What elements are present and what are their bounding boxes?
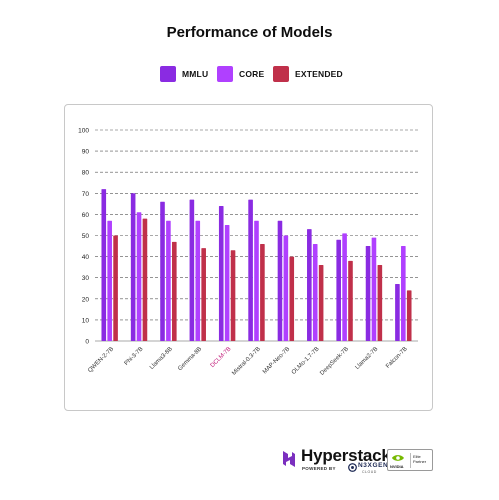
bar-mmlu-llama3-8b (160, 201, 165, 341)
bar-mmlu-qwen-2-7b (101, 189, 107, 341)
nexgen-logo-icon (348, 463, 357, 472)
y-tick-label-90: 90 (82, 149, 90, 156)
hyperstack-logo-icon (283, 451, 295, 467)
bar-extended-dclm-7b (230, 250, 236, 341)
y-tick-label-70: 70 (82, 191, 90, 198)
partner-company-sub: CLOUD (362, 470, 377, 474)
bar-mmlu-olmo-1.7-7b (307, 229, 312, 341)
x-tick-label-qwen-2-7b: QWEN-2-7B (87, 346, 115, 374)
bar-extended-falcon-7b (406, 290, 412, 341)
partner-badge-text: Elite Partner (413, 454, 426, 464)
nvidia-partner-badge: NVIDIA Elite Partner (387, 449, 433, 471)
x-tick-label-llama3-8b: Llama3-8B (149, 346, 174, 371)
bar-mmlu-deepseek-7b (336, 239, 341, 341)
y-tick-label-10: 10 (82, 317, 90, 324)
x-tick-label-deepseek-7b: DeepSeek-7B (319, 346, 350, 377)
bar-core-llama2-7b (371, 237, 377, 341)
chart-legend: MMLU CORE EXTENDED (0, 66, 499, 82)
legend-swatch-extended (273, 66, 289, 82)
bar-core-llama3-8b (166, 220, 171, 341)
bar-mmlu-map-neo-7b (277, 220, 283, 341)
bar-core-qwen-2-7b (107, 220, 112, 341)
bar-mmlu-falcon-7b (395, 284, 400, 341)
chart-frame: 0 10 20 30 40 50 60 70 80 90 100 QWEN-2-7B Phi-3-7B L… (64, 104, 433, 411)
legend-item-extended: EXTENDED (273, 66, 343, 82)
partner-badge-line-1: Elite (413, 454, 421, 459)
bar-extended-llama2-7b (377, 265, 383, 341)
bar-core-mistral-0.3-7b (254, 220, 259, 341)
bar-core-gemma-8b (195, 220, 201, 341)
y-tick-label-0: 0 (85, 339, 89, 346)
legend-label-extended: EXTENDED (295, 69, 343, 79)
bar-extended-mistral-0.3-7b (260, 243, 265, 341)
chart-title: Performance of Models (166, 24, 333, 41)
bar-mmlu-mistral-0.3-7b (248, 199, 253, 341)
bar-core-olmo-1.7-7b (312, 243, 318, 341)
bar-mmlu-phi-3-7b (130, 193, 136, 341)
bar-core-phi-3-7b (136, 212, 142, 341)
x-tick-label-map-neo-7b: MAP-Neo-7B (262, 346, 291, 375)
bar-mmlu-gemma-8b (189, 199, 195, 341)
x-tick-label-gemma-8b: Gemma-8B (177, 346, 203, 372)
bar-extended-qwen-2-7b (113, 235, 118, 341)
bar-extended-map-neo-7b (289, 256, 295, 341)
bar-core-falcon-7b (401, 246, 406, 341)
bar-extended-gemma-8b (201, 248, 206, 341)
bar-core-deepseek-7b (342, 233, 347, 341)
bar-core-dclm-7b (224, 224, 230, 341)
x-tick-label-phi-3-7b: Phi-3-7B (124, 346, 145, 367)
x-tick-label-olmo-1.7-7b: OLMo-1.7-7B (291, 346, 321, 376)
y-tick-label-50: 50 (82, 233, 90, 240)
legend-label-core: CORE (239, 69, 265, 79)
brand-name: Hyperstack (301, 446, 391, 465)
y-tick-label-60: 60 (82, 212, 90, 219)
x-tick-label-falcon-7b: Falcon-7B (385, 346, 409, 370)
partner-badge-line-2: Partner (413, 459, 427, 464)
legend-item-mmlu: MMLU (160, 66, 208, 82)
partner-company-name: N3XGEN (358, 462, 389, 469)
legend-swatch-core (217, 66, 233, 82)
y-tick-label-100: 100 (78, 128, 89, 135)
legend-item-core: CORE (217, 66, 264, 82)
badge-divider (410, 453, 411, 468)
bar-mmlu-llama2-7b (365, 246, 371, 341)
bar-extended-deepseek-7b (348, 260, 353, 341)
legend-swatch-mmlu (160, 66, 176, 82)
bar-mmlu-dclm-7b (218, 205, 224, 341)
y-tick-label-20: 20 (82, 296, 90, 303)
nvidia-label: NVIDIA (390, 464, 404, 469)
x-tick-label-mistral-0.3-7b: Mistral-0.3-7B (231, 346, 262, 377)
x-tick-label-dclm-7b: DCLM-7B (210, 346, 233, 369)
bar-extended-olmo-1.7-7b (318, 265, 324, 341)
x-tick-label-llama2-7b: Llama2-7B (355, 346, 380, 371)
legend-label-mmlu: MMLU (182, 69, 209, 79)
y-tick-label-30: 30 (82, 275, 90, 282)
y-tick-label-40: 40 (82, 254, 90, 261)
nvidia-eye-icon (392, 455, 404, 461)
bar-core-map-neo-7b (283, 235, 289, 341)
bar-extended-phi-3-7b (142, 218, 148, 341)
y-tick-label-80: 80 (82, 170, 90, 177)
bar-extended-llama3-8b (172, 241, 177, 341)
powered-by-label: POWERED BY (302, 466, 336, 471)
